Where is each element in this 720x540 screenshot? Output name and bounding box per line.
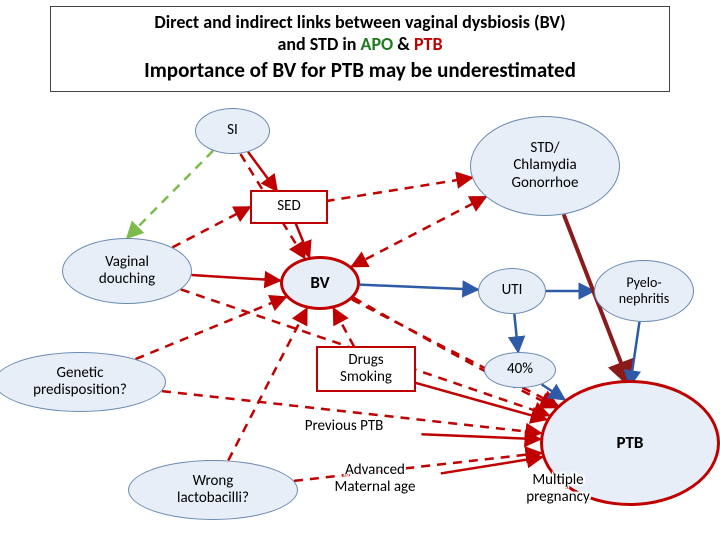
arrow-uti-forty: [514, 314, 518, 352]
node-drugs: Drugs Smoking: [316, 346, 416, 392]
node-sed: SED: [250, 190, 328, 224]
node-lacto: Wrong lactobacilli?: [128, 460, 298, 520]
node-std: STD/ Chlamydia Gonorrhoe: [470, 116, 620, 216]
arrow-douching-bv: [192, 275, 281, 281]
arrow-sed-std: [326, 178, 472, 201]
arrow-pyelo-ptb: [630, 322, 639, 386]
arrow-bv-uti: [360, 285, 478, 290]
node-forty: 40%: [484, 352, 556, 388]
node-pyelo: Pyelo- nephritis: [594, 260, 694, 322]
arrow-drugs-bv: [334, 308, 354, 346]
node-si: SI: [195, 108, 270, 154]
arrow-genetic-bv: [136, 297, 286, 359]
node-genetic: Genetic predisposition?: [0, 352, 166, 412]
node-douching: Vaginal douching: [62, 238, 192, 304]
arrow-si-douching: [127, 151, 213, 238]
arrow-bv-std: [352, 197, 486, 267]
node-uti: UTI: [478, 268, 546, 314]
node-prevptb: Previous PTB: [264, 418, 424, 444]
arrow-sed-bv: [296, 224, 310, 257]
arrow-forty-ptb: [542, 384, 565, 399]
node-advage: Advanced Maternal age: [300, 462, 450, 506]
arrow-douching-sed: [172, 207, 250, 247]
node-bv: BV: [280, 256, 360, 310]
node-multpreg: Multiple pregnancy: [498, 472, 618, 516]
arrow-prevptb-ptb: [421, 434, 540, 439]
